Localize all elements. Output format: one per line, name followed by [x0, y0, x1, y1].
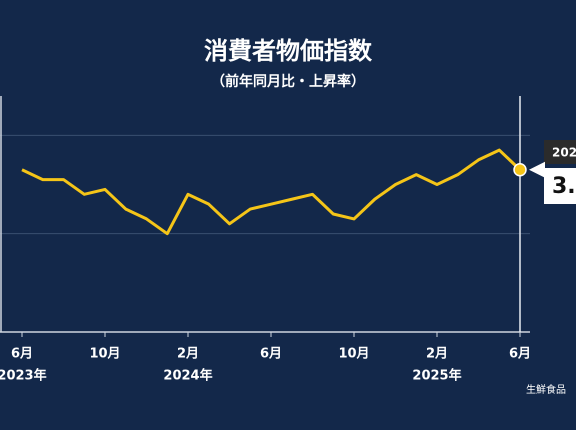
tooltip-value-box — [544, 168, 576, 204]
tooltip-date-box — [544, 140, 576, 164]
x-tick-label: 6月 — [260, 347, 282, 362]
tooltip-value: 3. — [552, 174, 576, 199]
source-note: 生鮮食品 — [526, 383, 566, 396]
x-tick-label: 2月 — [426, 347, 448, 362]
tooltip-pointer — [529, 161, 545, 178]
x-year-label: 2024年 — [163, 368, 212, 384]
chart-subtitle: （前年同月比・上昇率） — [211, 73, 365, 90]
x-year-label: 2023年 — [0, 368, 47, 384]
x-tick-label: 10月 — [338, 347, 369, 362]
point-marker — [513, 163, 527, 177]
tooltip-date: 202 — [552, 146, 576, 160]
data-line — [21, 148, 522, 236]
x-year-label: 2025年 — [412, 368, 461, 384]
chart-title: 消費者物価指数 — [204, 37, 373, 65]
x-tick-label: 2月 — [177, 347, 199, 362]
x-tick-label: 6月 — [11, 347, 33, 362]
x-tick-label: 6月 — [509, 347, 531, 362]
x-tick-label: 10月 — [89, 347, 120, 362]
